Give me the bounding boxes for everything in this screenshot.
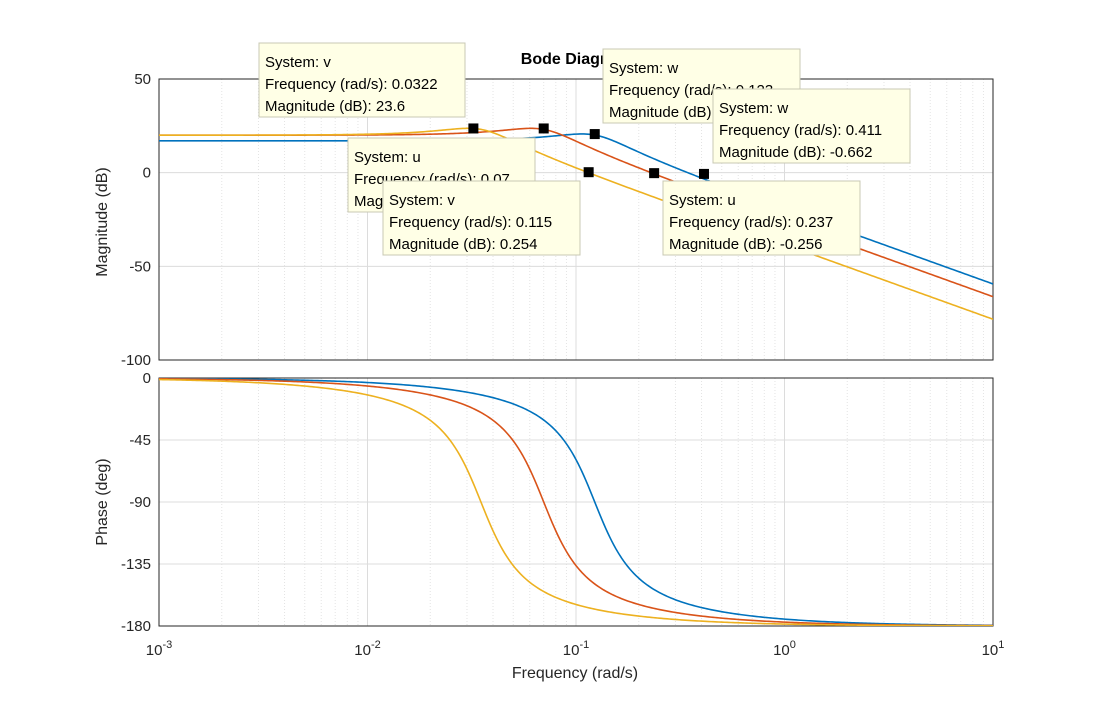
magnitude-y-tick-label: -100 <box>121 352 151 369</box>
phase-y-tick-label: -45 <box>129 432 151 449</box>
phase-line-w <box>159 378 993 626</box>
magnitude-axes-box <box>158 78 994 361</box>
datatip-line: Magnitude (dB): 0.254 <box>389 236 537 253</box>
datatip-line: Magnitude (dB): -0.662 <box>719 144 872 161</box>
magnitude-y-tick-label: -50 <box>129 258 151 275</box>
datatip-line: System: u <box>354 149 421 166</box>
datatip-marker-w <box>698 168 709 179</box>
datatip-box <box>662 180 861 256</box>
x-tick-label: 100 <box>773 639 796 659</box>
x-tick-label: 10-1 <box>563 639 589 659</box>
x-axis-label: Frequency (rad/s) <box>512 665 638 682</box>
x-tick-label: 10-3 <box>146 639 172 659</box>
phase-y-tick-label: -180 <box>121 618 151 635</box>
phase-axis-label: Phase (deg) <box>94 458 111 545</box>
datatip-line: System: v <box>265 54 331 71</box>
chart-title: Bode Diagram <box>521 51 629 68</box>
datatip: System: v Frequency (rad/s): 0.115 Magnitu… <box>382 180 581 256</box>
phase-panel: 0 -45 -90 -135 -180 <box>121 370 994 635</box>
datatip-box <box>258 42 466 118</box>
datatip: System: v Frequency (rad/s): 0.0322 Magnit… <box>258 42 466 118</box>
x-tick-label: 10-2 <box>354 639 380 659</box>
datatip-line: Magnitude (dB): 23.6 <box>265 98 405 115</box>
datatip-marker-u <box>538 123 549 134</box>
datatips-layer: System: v Frequency (rad/s): 0.0322 Magnit… <box>258 42 911 256</box>
datatip-marker-w <box>589 129 600 140</box>
x-tick-label: 101 <box>982 639 1005 659</box>
magnitude-line-v <box>159 127 993 320</box>
datatip-marker-v <box>468 123 479 134</box>
datatip-marker-v <box>583 167 594 178</box>
datatip-box <box>382 180 581 256</box>
datatip-line: Frequency (rad/s): 0.411 <box>719 122 882 139</box>
phase-line-u <box>159 378 993 626</box>
phase-axes-box <box>158 377 994 627</box>
datatip-line: System: w <box>609 60 678 77</box>
phase-y-tick-label: -90 <box>129 494 151 511</box>
phase-y-tick-label: 0 <box>143 370 151 387</box>
datatip: System: u Frequency (rad/s): 0.237 Magnitu… <box>662 180 861 256</box>
x-tick-labels: 10-3 10-2 10-1 100 101 <box>146 639 1005 659</box>
datatip-line: Magnitude (dB): -0.256 <box>669 236 822 253</box>
magnitude-axis-label: Magnitude (dB) <box>94 167 111 276</box>
magnitude-y-tick-label: 0 <box>143 165 151 182</box>
datatip-box <box>712 88 911 164</box>
datatip-line: System: v <box>389 192 455 209</box>
phase-line-v <box>159 378 993 626</box>
datatip-line: System: w <box>719 100 788 117</box>
magnitude-y-tick-label: 50 <box>134 71 151 88</box>
datatip: System: w Frequency (rad/s): 0.411 Magnitu… <box>712 88 911 164</box>
datatip-line: System: u <box>669 192 736 209</box>
datatip-line: Frequency (rad/s): 0.237 <box>669 214 833 231</box>
datatip-line: Frequency (rad/s): 0.115 <box>389 214 552 231</box>
datatip-marker-u <box>649 168 660 179</box>
datatip-line: Frequency (rad/s): 0.0322 <box>265 76 438 93</box>
phase-y-tick-label: -135 <box>121 556 151 573</box>
